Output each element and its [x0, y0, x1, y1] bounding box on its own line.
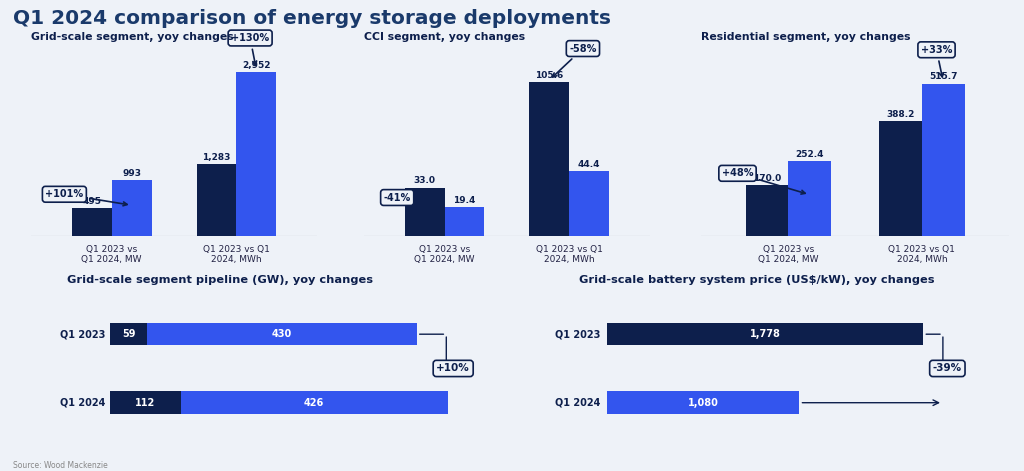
Text: +48%: +48%: [722, 168, 805, 194]
Bar: [879, 121, 922, 236]
Text: 388.2: 388.2: [886, 110, 914, 119]
Text: +101%: +101%: [45, 189, 127, 206]
Text: -58%: -58%: [553, 43, 597, 77]
Text: +10%: +10%: [436, 364, 470, 374]
Text: 19.4: 19.4: [454, 196, 476, 205]
Text: -39%: -39%: [933, 364, 962, 374]
Text: +33%: +33%: [921, 45, 952, 77]
Text: Grid-scale battery system price (US$/kW), yoy changes: Grid-scale battery system price (US$/kW)…: [579, 275, 934, 285]
Bar: [72, 208, 112, 236]
Text: Residential segment, yoy changes: Residential segment, yoy changes: [701, 32, 911, 42]
Bar: [197, 164, 237, 236]
Bar: [922, 84, 965, 236]
Text: Q1 2023: Q1 2023: [60, 329, 105, 339]
Text: Source: Wood Mackenzie: Source: Wood Mackenzie: [13, 461, 109, 470]
Text: Q1 2024 comparison of energy storage deployments: Q1 2024 comparison of energy storage dep…: [13, 9, 611, 28]
Text: 59: 59: [122, 329, 135, 339]
Text: 1,080: 1,080: [688, 398, 719, 408]
Text: 252.4: 252.4: [796, 150, 824, 159]
Bar: [529, 82, 569, 236]
Bar: [607, 323, 924, 346]
Bar: [147, 323, 417, 346]
Text: -41%: -41%: [384, 193, 420, 208]
Text: 105.6: 105.6: [536, 71, 563, 80]
Bar: [404, 187, 444, 236]
Bar: [607, 391, 799, 414]
Bar: [788, 161, 831, 236]
Text: 430: 430: [272, 329, 292, 339]
Text: 495: 495: [82, 197, 101, 206]
Text: 1,283: 1,283: [203, 153, 230, 162]
Text: 426: 426: [304, 398, 325, 408]
Bar: [237, 72, 276, 236]
Bar: [111, 323, 147, 346]
Text: 993: 993: [122, 169, 141, 178]
Text: 170.0: 170.0: [753, 174, 781, 183]
Bar: [745, 186, 788, 236]
Text: 112: 112: [135, 398, 156, 408]
Text: 33.0: 33.0: [414, 177, 435, 186]
Text: 2,952: 2,952: [242, 61, 270, 70]
Text: +130%: +130%: [231, 33, 269, 65]
Text: 44.4: 44.4: [578, 160, 600, 169]
Text: Q1 2024: Q1 2024: [555, 398, 600, 408]
Text: Grid-scale segment, yoy changes: Grid-scale segment, yoy changes: [31, 32, 233, 42]
Bar: [444, 207, 484, 236]
Bar: [112, 180, 152, 236]
Bar: [569, 171, 609, 236]
Text: Grid-scale segment pipeline (GW), yoy changes: Grid-scale segment pipeline (GW), yoy ch…: [67, 275, 373, 285]
Text: 515.7: 515.7: [929, 73, 957, 81]
Text: CCI segment, yoy changes: CCI segment, yoy changes: [364, 32, 524, 42]
Bar: [180, 391, 447, 414]
Text: Q1 2023: Q1 2023: [555, 329, 600, 339]
Text: 1,778: 1,778: [750, 329, 780, 339]
Bar: [111, 391, 180, 414]
Text: Q1 2024: Q1 2024: [60, 398, 105, 408]
